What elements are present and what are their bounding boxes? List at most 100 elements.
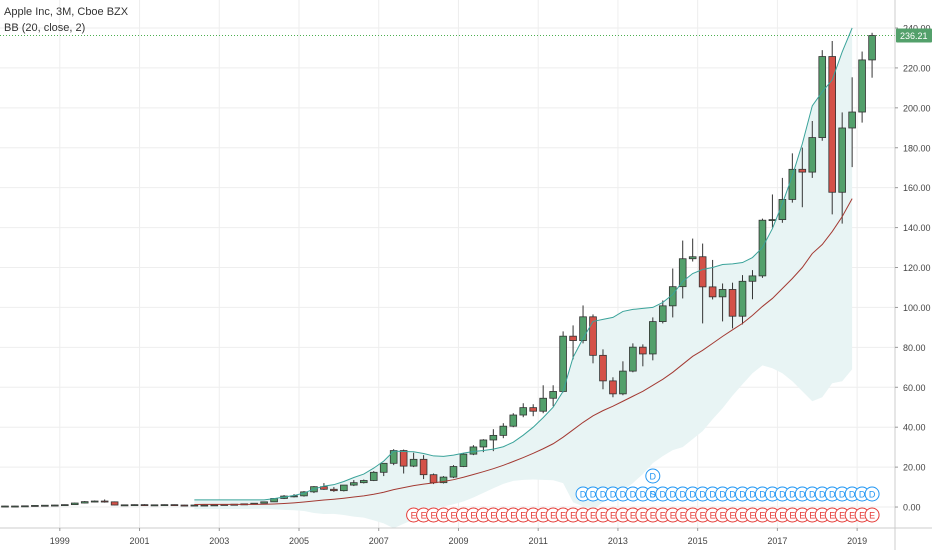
- earnings-letter: E: [520, 511, 526, 521]
- candle: [150, 504, 159, 507]
- earnings-letter: E: [480, 511, 486, 521]
- earnings-letter: E: [460, 511, 466, 521]
- price-tick-label: 120.00: [903, 263, 931, 273]
- candle-body: [180, 504, 189, 507]
- candle-body: [838, 127, 846, 193]
- candle: [260, 501, 268, 504]
- earnings-letter: E: [510, 511, 516, 521]
- candle: [100, 499, 109, 503]
- earnings-marker[interactable]: E: [864, 507, 880, 523]
- candle: [668, 268, 677, 318]
- candle-body: [589, 316, 597, 356]
- dividend-letter: D: [660, 490, 667, 500]
- dividend-marker[interactable]: D: [864, 486, 880, 502]
- candle-body: [668, 286, 677, 307]
- earnings-letter: E: [829, 511, 835, 521]
- candle-body: [858, 59, 866, 113]
- candle-body: [170, 504, 179, 507]
- dividend-letter: D: [600, 490, 607, 500]
- earnings-letter: E: [700, 511, 706, 521]
- time-tick-label: 2003: [209, 536, 229, 546]
- earnings-letter: E: [740, 511, 746, 521]
- price-tick-label: 0.00: [903, 503, 921, 513]
- candle: [439, 476, 448, 484]
- dividend-letter: D: [689, 490, 696, 500]
- candle-body: [639, 346, 647, 355]
- candle: [359, 479, 368, 484]
- candle-body: [140, 504, 149, 507]
- split-marker[interactable]: D: [645, 468, 661, 484]
- candle-body: [80, 501, 89, 504]
- candle-body: [698, 256, 707, 288]
- earnings-circle: [864, 507, 880, 523]
- candle: [140, 504, 149, 507]
- earnings-letter: E: [580, 511, 586, 521]
- dividend-letter: D: [799, 490, 806, 500]
- dividend-letter: D: [779, 490, 786, 500]
- candle-body: [340, 484, 348, 492]
- candle: [399, 449, 408, 474]
- time-tick-label: 2007: [369, 536, 389, 546]
- candle-body: [658, 305, 667, 323]
- price-tick-label: 180.00: [903, 143, 931, 153]
- candle-body: [90, 500, 99, 503]
- candle: [619, 361, 627, 396]
- candle: [499, 423, 508, 439]
- candle: [569, 325, 577, 360]
- price-tick-label: 60.00: [903, 383, 926, 393]
- dividend-letter: D: [669, 490, 676, 500]
- candle: [479, 439, 488, 453]
- candle-body: [11, 505, 19, 508]
- candle-body: [539, 397, 547, 412]
- candle-body: [579, 316, 587, 341]
- price-tick-label: 80.00: [903, 343, 926, 353]
- candle-body: [788, 168, 797, 200]
- candle-body: [41, 504, 49, 507]
- candle: [350, 480, 358, 487]
- candle: [419, 455, 428, 480]
- dividend-letter: D: [749, 490, 756, 500]
- candle-body: [350, 482, 358, 486]
- earnings-letter: E: [431, 511, 437, 521]
- dividend-letter: D: [610, 490, 617, 500]
- price-tick-label: 40.00: [903, 423, 926, 433]
- candle: [31, 505, 39, 507]
- earnings-letter: E: [650, 511, 656, 521]
- candle: [130, 504, 139, 507]
- candle-body: [649, 321, 657, 355]
- dividend-letter: D: [580, 490, 587, 500]
- time-tick-label: 2017: [767, 536, 787, 546]
- split-circle: [645, 468, 661, 484]
- dividend-letter: D: [650, 490, 657, 500]
- indicator-title[interactable]: BB (20, close, 2): [4, 22, 86, 34]
- earnings-letter: E: [620, 511, 626, 521]
- earnings-letter: E: [680, 511, 686, 521]
- candle: [489, 429, 498, 452]
- candle-body: [459, 453, 468, 467]
- candle-body: [738, 280, 747, 317]
- earnings-letter: E: [490, 511, 496, 521]
- candle-body: [489, 434, 498, 441]
- last-price-badge-bg: [896, 28, 932, 43]
- candle-body: [130, 504, 139, 507]
- earnings-letter: E: [441, 511, 447, 521]
- dividend-letter: D: [849, 490, 856, 500]
- candle: [529, 404, 538, 417]
- time-tick-label: 2009: [448, 536, 468, 546]
- earnings-letter: E: [600, 511, 606, 521]
- candle-body: [818, 56, 827, 138]
- candle-body: [100, 500, 109, 503]
- candle-body: [419, 458, 428, 476]
- symbol-title[interactable]: Apple Inc, 3M, Cboe BZX: [4, 6, 129, 18]
- price-tick-label: 100.00: [903, 303, 931, 313]
- candle-body: [748, 275, 757, 282]
- candle-body: [778, 199, 787, 221]
- candle-body: [1, 505, 9, 508]
- candle: [409, 452, 418, 468]
- candle-body: [320, 486, 328, 490]
- dividend-circle: [864, 486, 880, 502]
- candle-body: [798, 168, 807, 173]
- earnings-letter: E: [720, 511, 726, 521]
